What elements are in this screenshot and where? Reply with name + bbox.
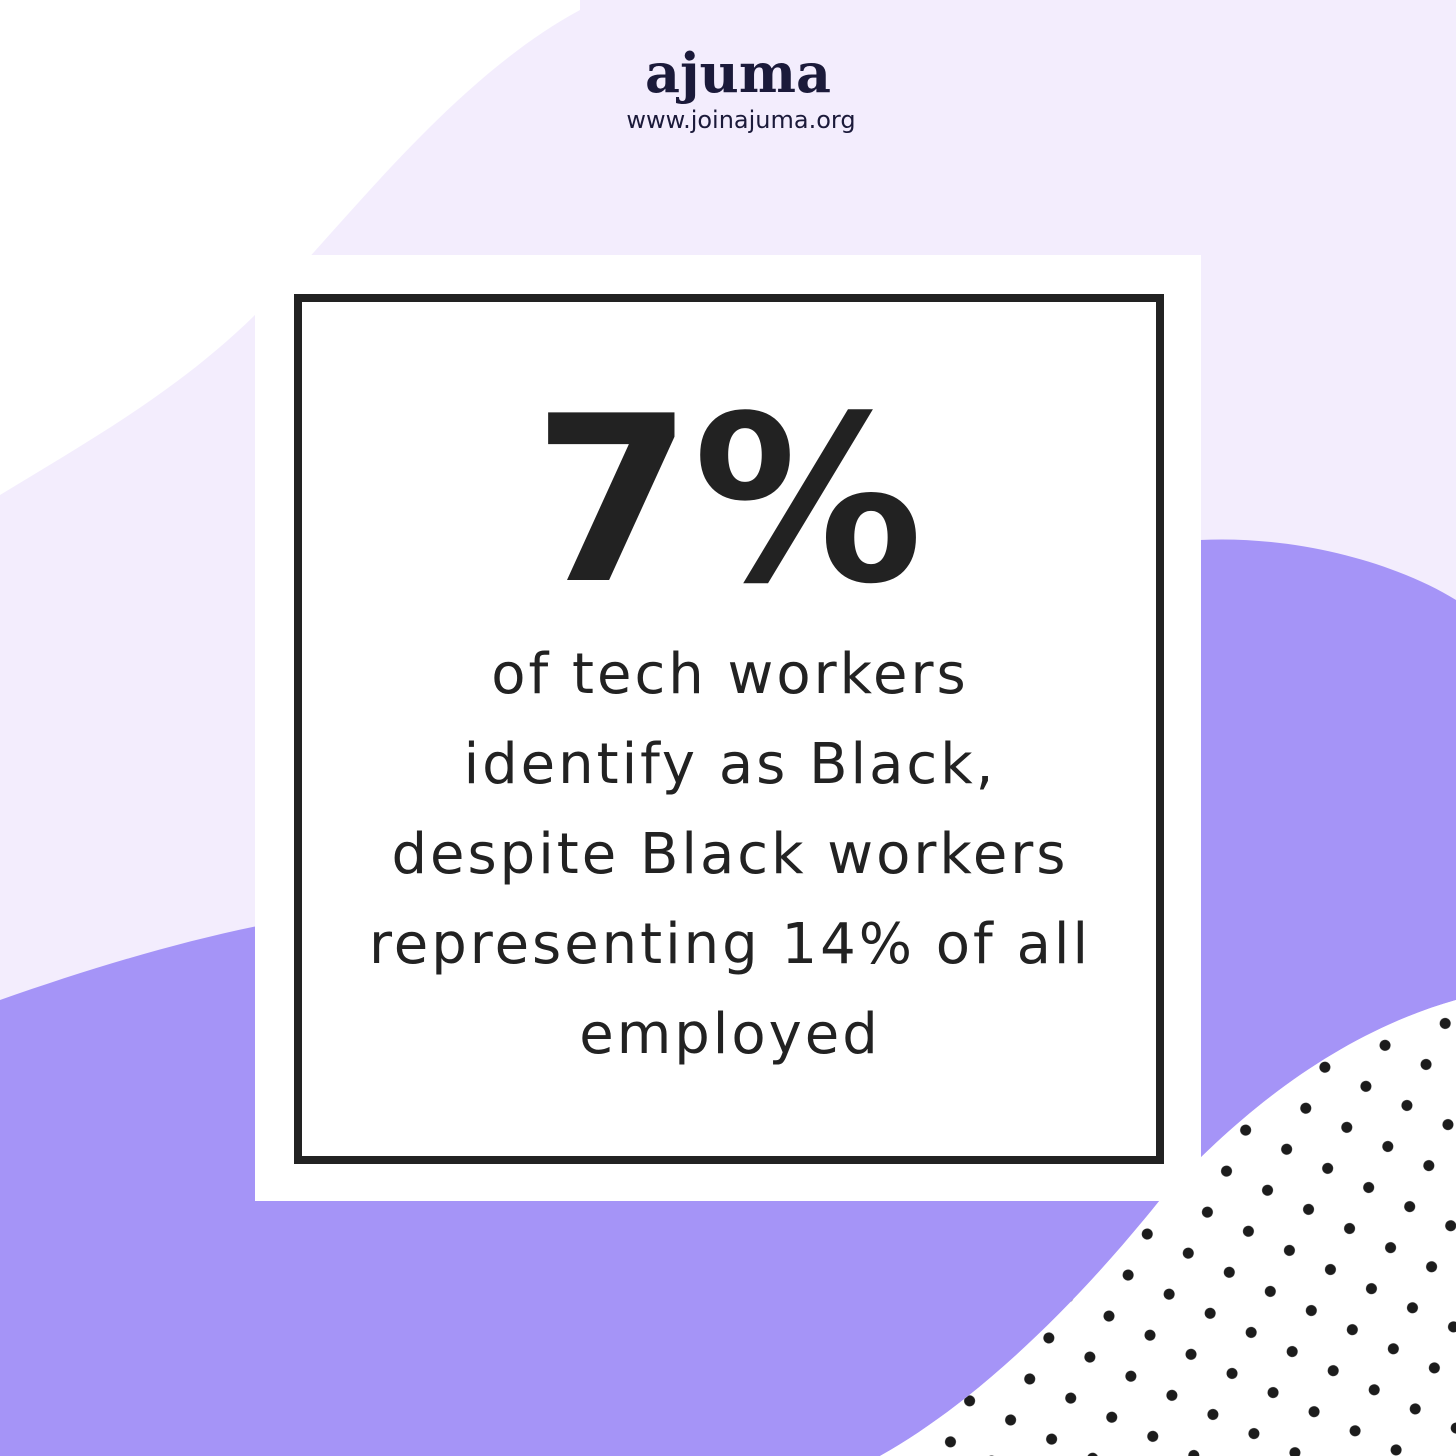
dot-pattern <box>880 1000 1456 1456</box>
stat-line: employed <box>579 1002 881 1067</box>
brand-url: www.joinajuma.org <box>626 106 855 134</box>
frame <box>294 294 1164 1164</box>
brand-name: ajuma <box>645 41 831 105</box>
stat-line: representing 14% of all <box>369 912 1091 977</box>
stat-line: identify as Black, <box>464 732 997 797</box>
white-wave <box>0 0 580 495</box>
white-card <box>255 255 1201 1201</box>
stat-value: 7% <box>533 368 923 635</box>
stat-line: of tech workers <box>491 642 968 707</box>
stat-line: despite Black workers <box>392 822 1069 887</box>
stat-text: of tech workers identify as Black, despite… <box>369 642 1091 1067</box>
